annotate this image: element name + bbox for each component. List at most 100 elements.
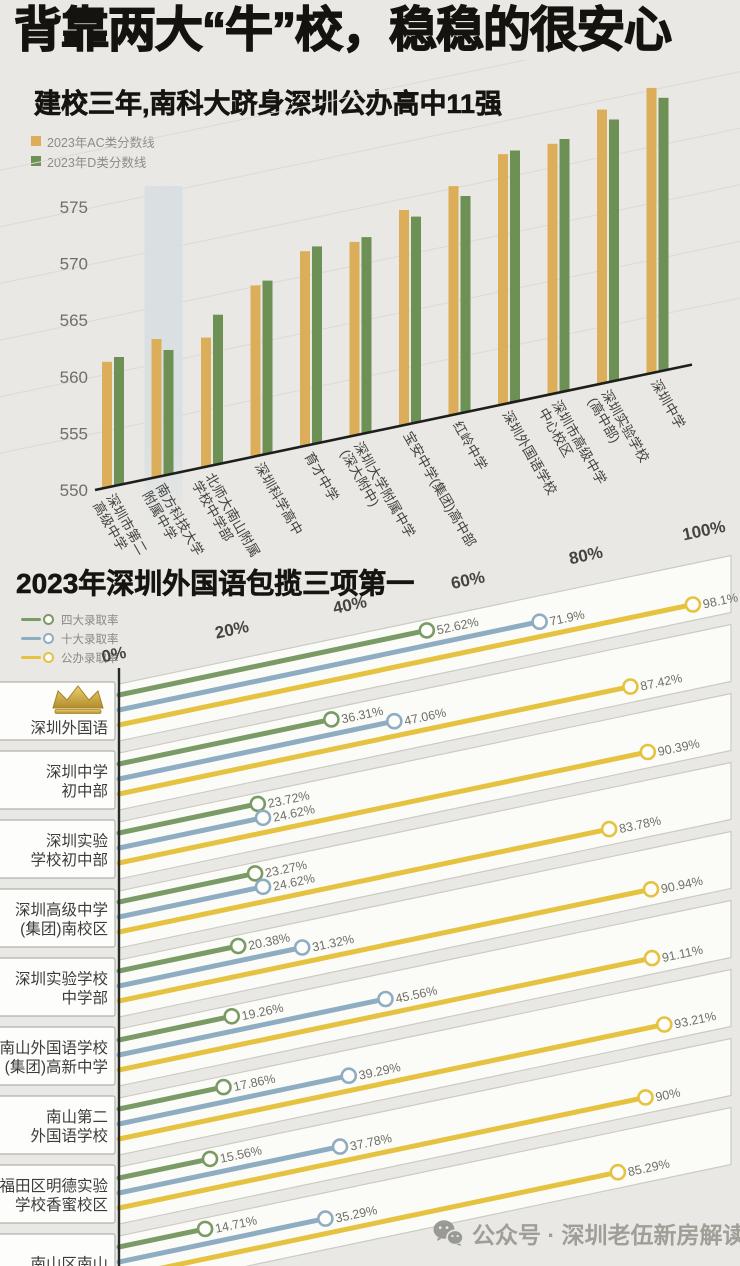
gongban-dot-icon bbox=[43, 652, 54, 663]
shida-label: 十大录取率 bbox=[61, 633, 119, 646]
rate-dot bbox=[377, 990, 394, 1008]
bar-ac bbox=[646, 87, 657, 374]
rate-dot bbox=[223, 1007, 240, 1025]
rate-line bbox=[116, 1226, 208, 1250]
rate-dot bbox=[317, 1210, 334, 1227]
bar-d bbox=[262, 280, 273, 454]
rate-line bbox=[116, 1084, 226, 1112]
rate-dot bbox=[340, 1067, 358, 1085]
d-series-label: 2023年D类分数线 bbox=[47, 155, 147, 170]
watermark: 公众号 · 深圳老伍新房解读 bbox=[432, 1216, 740, 1250]
school-label: 深圳外国语 bbox=[30, 719, 108, 737]
school-label-box bbox=[0, 750, 116, 810]
bar-ac bbox=[448, 186, 459, 415]
school-label: 深圳高级中学 bbox=[15, 901, 108, 919]
rate-line bbox=[116, 884, 266, 920]
d-series-swatch-icon bbox=[31, 156, 41, 166]
rate-dot bbox=[229, 937, 247, 955]
row-slab bbox=[118, 1106, 732, 1266]
school-label-box bbox=[0, 888, 116, 948]
sida-line-icon bbox=[21, 618, 41, 621]
school-label: 初中部 bbox=[61, 782, 108, 800]
sida-dot-icon bbox=[43, 614, 54, 625]
x-category-label: 深圳中学 bbox=[648, 377, 688, 431]
y-tick-label: 565 bbox=[60, 311, 88, 330]
rate-line bbox=[116, 684, 633, 797]
school-label: 深圳中学 bbox=[46, 763, 108, 781]
school-label: (集团)高新中学 bbox=[5, 1058, 108, 1076]
school-label: 深圳实验学校 bbox=[15, 970, 108, 988]
rate-dot bbox=[254, 809, 272, 827]
school-label: 学校初中部 bbox=[30, 851, 108, 869]
rate-line bbox=[116, 826, 612, 935]
rate-dot bbox=[531, 613, 548, 630]
school-label: 福田区明德实验 bbox=[0, 1177, 108, 1195]
crown-icon bbox=[52, 685, 104, 714]
rate-dot bbox=[201, 1150, 219, 1168]
ac-series-label: 2023年AC类分数线 bbox=[47, 135, 155, 150]
school-label: 南山区南山 bbox=[30, 1255, 108, 1266]
rate-line bbox=[116, 718, 397, 782]
rate-line bbox=[116, 886, 654, 1004]
y-tick-label: 560 bbox=[60, 368, 88, 387]
rate-line bbox=[116, 1073, 352, 1127]
rate-line bbox=[116, 996, 388, 1058]
rate-dot bbox=[323, 711, 340, 728]
bar-ac bbox=[547, 143, 558, 394]
rate-slope-chart: 52.62% 71.9%98.1%36.31% 47.06%87.42%23.72%… bbox=[0, 520, 739, 1266]
bar-d bbox=[559, 139, 570, 392]
rate-line bbox=[116, 716, 334, 767]
rate-line bbox=[116, 749, 651, 866]
bar-ac bbox=[597, 109, 607, 384]
rate-value-label: 90% bbox=[654, 1085, 681, 1104]
bar-d bbox=[510, 150, 520, 402]
rate-dot bbox=[215, 1078, 232, 1096]
school-label: 南山外国语学校 bbox=[0, 1039, 108, 1057]
wechat-icon bbox=[433, 1220, 464, 1246]
rate-chart-legend: 四大录取率 十大录取率 公办录取率 bbox=[21, 610, 119, 667]
percent-axis-label: 80% bbox=[567, 543, 604, 569]
rate-dot bbox=[642, 880, 660, 898]
legend-item-ac: 2023年AC类分数线 bbox=[31, 131, 155, 151]
rate-line bbox=[116, 1094, 648, 1211]
rate-dot bbox=[385, 712, 403, 730]
school-label: 中学部 bbox=[61, 989, 108, 1007]
rate-line bbox=[159, 1169, 621, 1266]
bar-ac bbox=[201, 337, 211, 467]
bar-ac bbox=[300, 251, 310, 446]
rate-dot bbox=[684, 596, 702, 613]
shida-line-icon bbox=[21, 637, 41, 640]
bar-d bbox=[163, 350, 174, 475]
school-label-box bbox=[0, 1026, 116, 1086]
rate-line bbox=[116, 1156, 213, 1181]
rate-line bbox=[116, 619, 543, 713]
rate-dot bbox=[643, 949, 661, 967]
rate-dot bbox=[196, 1220, 214, 1238]
sida-label: 四大录取率 bbox=[61, 614, 119, 627]
rate-dot bbox=[609, 1163, 627, 1181]
school-label-box bbox=[0, 1164, 116, 1224]
rate-line bbox=[116, 602, 696, 728]
y-tick-label: 555 bbox=[60, 424, 88, 443]
legend-item-shida: 十大录取率 bbox=[21, 629, 119, 648]
school-label-box bbox=[0, 957, 116, 1017]
percent-axis-label: 100% bbox=[681, 520, 727, 544]
rate-line bbox=[116, 1216, 328, 1265]
percent-axis-label: 20% bbox=[213, 617, 250, 643]
legend-item-sida: 四大录取率 bbox=[21, 610, 119, 629]
bar-ac bbox=[151, 339, 162, 478]
percent-axis-label: 40% bbox=[331, 592, 368, 618]
ac-series-swatch-icon bbox=[31, 136, 41, 146]
rate-line bbox=[116, 943, 241, 974]
bar-d bbox=[411, 216, 421, 423]
rate-line bbox=[116, 815, 266, 851]
school-label: 学校香蜜校区 bbox=[15, 1196, 108, 1214]
rate-dot bbox=[418, 622, 436, 639]
school-label-box bbox=[0, 819, 116, 879]
rate-dot bbox=[622, 678, 639, 695]
bar-ac bbox=[102, 361, 112, 488]
rate-dot bbox=[331, 1138, 349, 1155]
legend-item-d: 2023年D类分数线 bbox=[31, 151, 155, 171]
bar-ac bbox=[349, 241, 360, 436]
